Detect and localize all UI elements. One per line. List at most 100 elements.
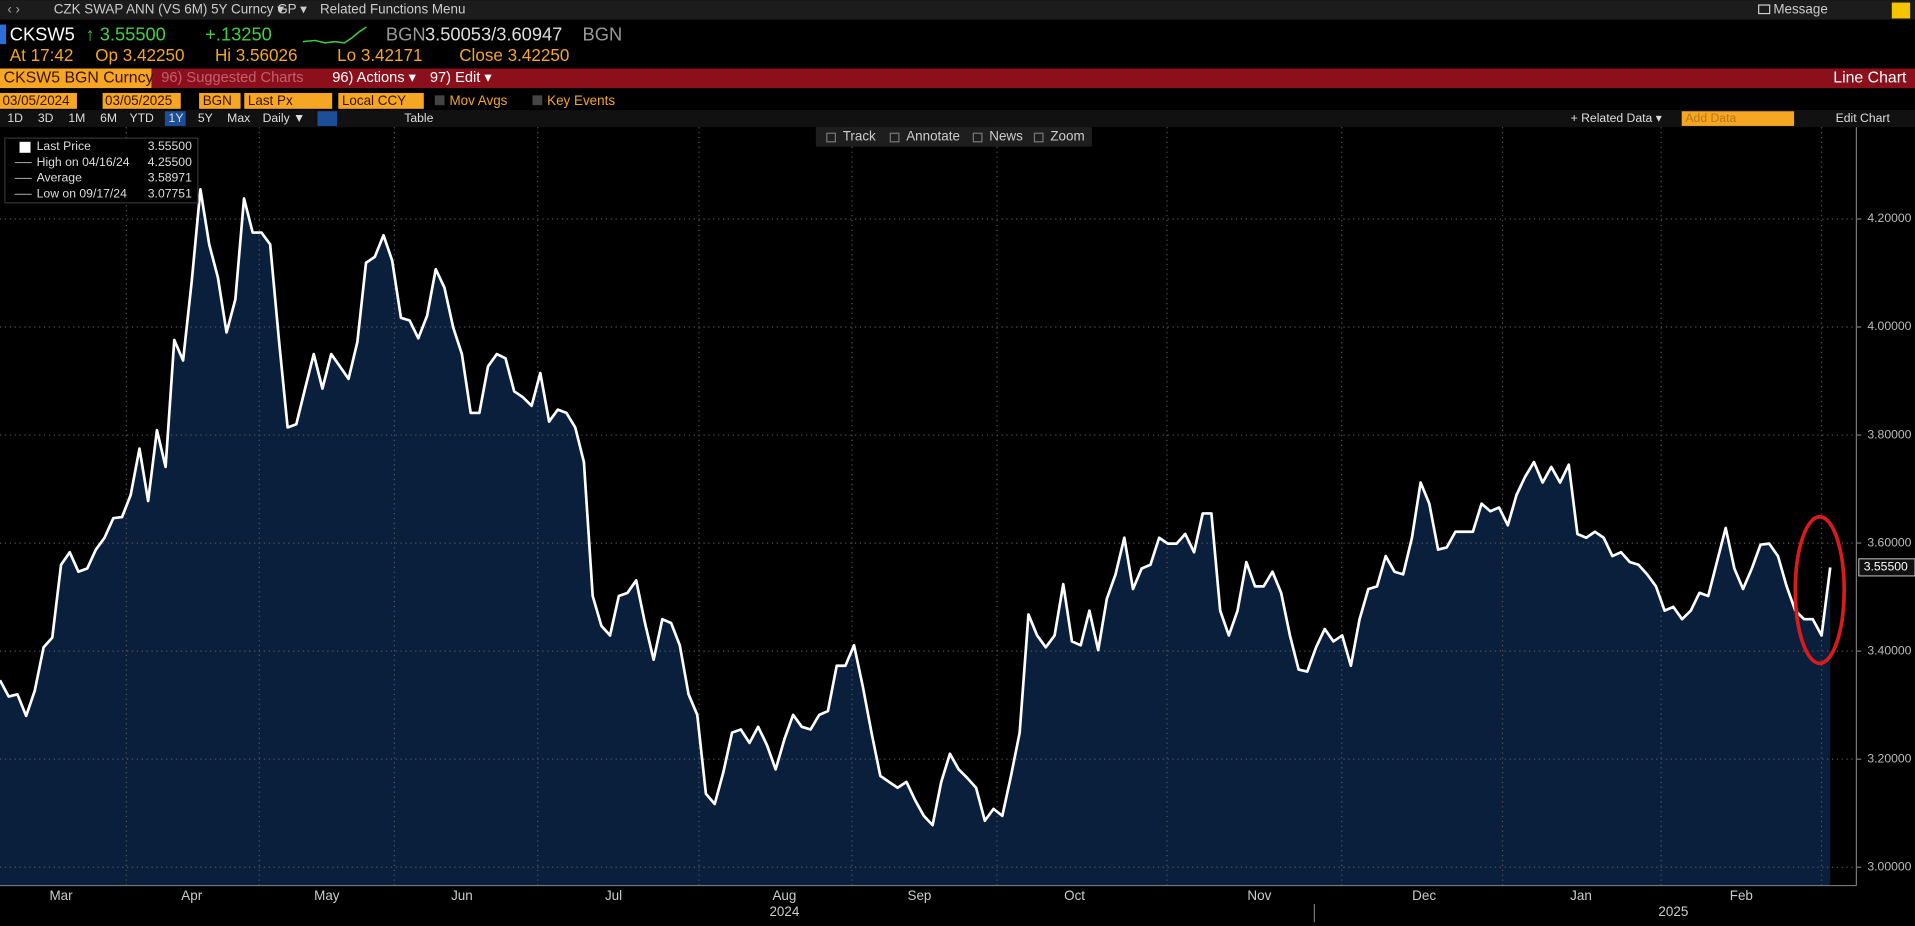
y-tick-label: 3.20000 xyxy=(1867,751,1911,765)
close: Close 3.42250 xyxy=(459,46,569,65)
key-events: Key Events xyxy=(547,93,615,108)
period-button[interactable]: 1M xyxy=(68,111,85,125)
currency-field[interactable] xyxy=(338,92,424,109)
edit-chart[interactable]: Edit Chart xyxy=(1836,111,1891,125)
tool-button[interactable]: News xyxy=(989,128,1023,143)
legend-box xyxy=(4,137,199,204)
related-menu[interactable]: Related Functions Menu xyxy=(320,1,466,16)
x-tick-label: Apr xyxy=(181,888,202,903)
source-field[interactable] xyxy=(199,92,241,109)
tool-icon xyxy=(889,132,900,143)
legend-label: Low on 09/17/24 xyxy=(37,187,127,201)
legend: Last Price 3.55500 High on 04/16/24 4.25500… xyxy=(4,137,199,204)
period-buttons: 1D 3D 1M 6M YTD 1Y 5Y Max xyxy=(7,111,250,126)
period-button[interactable]: 5Y xyxy=(198,111,213,125)
y-tick-label: 4.00000 xyxy=(1867,319,1911,333)
line xyxy=(0,187,1832,827)
mov-avgs-checkbox[interactable] xyxy=(434,95,445,106)
start-date: 03/05/2024 xyxy=(2,93,70,108)
bid-source: BGN xyxy=(386,23,426,44)
last-price-tag xyxy=(1858,558,1915,577)
y-tick-label: 3.40000 xyxy=(1867,643,1911,657)
help-button[interactable] xyxy=(1891,2,1911,19)
ticker: CKSW5 xyxy=(10,23,75,44)
security-menu[interactable]: CZK SWAP ANN (VS 6M) 5Y Curncy ▾ xyxy=(54,1,285,16)
start-field[interactable] xyxy=(0,92,77,109)
year-label: 2024 xyxy=(769,904,799,919)
frequency[interactable]: Daily ▼ xyxy=(263,111,306,125)
end-field[interactable] xyxy=(102,92,181,109)
currency: Local CCY xyxy=(342,93,406,108)
legend-label: High on 04/16/24 xyxy=(37,155,130,169)
legend-symbol xyxy=(19,141,31,153)
period-button[interactable]: 1Y xyxy=(169,111,184,125)
security-tab[interactable]: CKSW5 BGN Curncy xyxy=(4,69,154,86)
tool-button[interactable]: Zoom xyxy=(1050,128,1084,143)
ticker-marker xyxy=(0,24,7,45)
period-button[interactable]: YTD xyxy=(129,111,154,125)
legend-value: 4.25500 xyxy=(148,155,192,169)
related-data[interactable]: + Related Data ▾ xyxy=(1571,111,1662,125)
y-tick-label: 3.80000 xyxy=(1867,427,1911,441)
x-tick-label: May xyxy=(314,888,340,903)
message-button[interactable]: Message xyxy=(1773,1,1827,16)
legend-label: Average xyxy=(37,171,82,185)
period-bar xyxy=(0,110,1915,128)
tab-box xyxy=(0,68,152,89)
period-button[interactable]: 1D xyxy=(7,111,23,125)
bid-ask: 3.50053/3.60947 xyxy=(425,23,562,44)
tool-button[interactable]: Track xyxy=(843,128,876,143)
period-button[interactable]: 3D xyxy=(38,111,54,125)
period-button[interactable]: Max xyxy=(227,111,250,125)
x-tick-label: Nov xyxy=(1247,888,1271,903)
suggested-charts[interactable]: 96) Suggested Charts xyxy=(161,70,303,86)
legend-value: 3.55500 xyxy=(148,139,192,153)
line-style-button[interactable] xyxy=(317,111,338,126)
tool-button[interactable]: Annotate xyxy=(906,128,960,143)
x-tick-label: Feb xyxy=(1730,888,1753,903)
highlight-circle xyxy=(1793,514,1846,666)
ask-source: BGN xyxy=(583,23,623,44)
field: Last Px xyxy=(248,93,293,108)
tool-icon xyxy=(972,132,983,143)
legend-value: 3.07751 xyxy=(148,187,192,201)
tool-icon xyxy=(1033,132,1044,143)
chart-toolbar xyxy=(815,127,1092,147)
edit-menu[interactable]: 97) Edit ▾ xyxy=(430,70,493,86)
period-button[interactable]: 6M xyxy=(100,111,117,125)
tool-icon xyxy=(826,132,836,143)
area xyxy=(0,189,1831,886)
top-bar xyxy=(0,0,1915,20)
chart-kind: Line Chart xyxy=(1833,69,1907,86)
key-events-checkbox[interactable] xyxy=(532,95,543,106)
x-tick-label: Jun xyxy=(451,888,473,903)
gp-menu[interactable]: GP ▾ xyxy=(277,1,307,16)
sparkline xyxy=(302,26,367,44)
x-tick-label: Mar xyxy=(49,888,73,903)
x-tick-label: Aug xyxy=(772,888,796,903)
period-selected xyxy=(164,111,186,126)
x-tick-label: Jan xyxy=(1570,888,1592,903)
nav-arrows[interactable]: ‹ › xyxy=(7,1,20,16)
function-bar xyxy=(0,68,1915,89)
legend-value: 3.58971 xyxy=(148,171,192,185)
table-button[interactable]: Table xyxy=(404,111,433,125)
x-tick-label: Dec xyxy=(1412,888,1436,903)
chart-tools: Track Annotate News Zoom xyxy=(826,128,1085,143)
change: +.13250 xyxy=(205,23,272,44)
end-date: 03/05/2025 xyxy=(105,93,172,108)
high: Hi 3.56026 xyxy=(215,46,298,65)
legend-label: Last Price xyxy=(37,139,91,153)
x-tick-label: Sep xyxy=(908,888,932,903)
add-data-field[interactable] xyxy=(1681,111,1795,126)
source: BGN xyxy=(203,93,232,108)
time: At 17:42 xyxy=(10,46,74,65)
message-icon xyxy=(1758,4,1771,15)
open: Op 3.42250 xyxy=(95,46,184,65)
actions-menu[interactable]: 96) Actions ▾ xyxy=(332,70,416,86)
last-price-tag-label: 3.55500 xyxy=(1864,560,1908,574)
field-field[interactable] xyxy=(244,92,333,109)
add-data: Add Data xyxy=(1685,111,1736,125)
